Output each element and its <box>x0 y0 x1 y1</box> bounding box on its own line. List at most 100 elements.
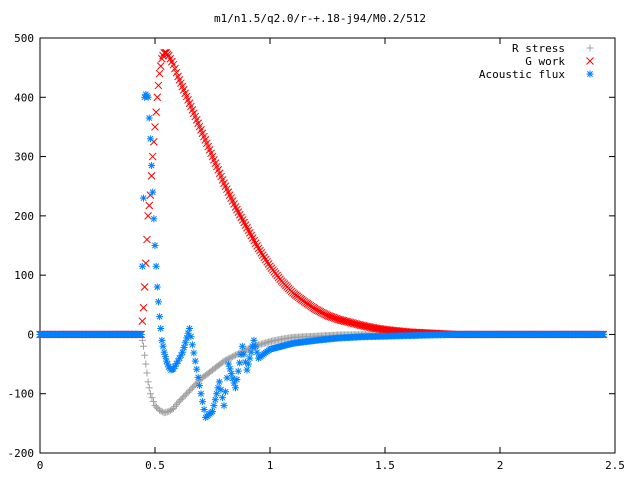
y-axis: -200 -100 0 100 200 300 400 500 <box>8 32 615 460</box>
data-point <box>229 353 237 361</box>
data-point <box>177 396 185 404</box>
data-point <box>184 388 192 396</box>
data-point <box>188 384 196 392</box>
series-acoustic-flux <box>36 90 607 421</box>
data-point <box>227 370 235 378</box>
data-point <box>343 317 352 326</box>
data-point <box>160 348 168 356</box>
data-point <box>193 365 201 373</box>
data-point <box>151 402 159 410</box>
data-point <box>148 161 156 169</box>
data-point <box>353 320 362 329</box>
data-point <box>144 378 152 386</box>
y-tick-label: 500 <box>14 32 34 45</box>
data-point <box>175 397 183 405</box>
data-point <box>139 303 148 312</box>
data-point <box>138 262 146 270</box>
data-point <box>178 394 186 402</box>
x-tick-label: 1.5 <box>375 459 395 472</box>
data-point <box>332 314 340 323</box>
data-point <box>143 369 151 377</box>
data-point <box>191 357 199 365</box>
data-point <box>179 348 187 356</box>
legend-marker-glyph <box>586 44 594 52</box>
legend-entry-acoustic-flux: Acoustic flux <box>479 68 594 81</box>
data-point <box>149 398 157 406</box>
data-point <box>346 318 355 327</box>
data-point <box>186 325 193 332</box>
data-point <box>158 336 166 344</box>
data-point <box>209 408 216 415</box>
data-point <box>213 390 221 398</box>
data-point <box>258 251 267 259</box>
legend-label-r-stress: R stress <box>512 42 565 55</box>
data-point <box>152 262 160 270</box>
data-point <box>350 319 359 328</box>
data-point <box>161 353 169 361</box>
data-point <box>164 360 172 368</box>
data-point <box>600 330 607 338</box>
x-tick-label: 2 <box>497 459 504 472</box>
data-point <box>260 253 269 262</box>
data-point <box>154 298 162 306</box>
legend-label-acoustic-flux: Acoustic flux <box>479 68 565 81</box>
data-point <box>246 354 254 362</box>
data-point <box>140 342 147 350</box>
data-point <box>325 312 333 320</box>
data-point <box>188 341 196 349</box>
legend-entry-r-stress: R stress <box>512 42 594 55</box>
data-point <box>264 260 273 268</box>
data-point <box>226 354 234 362</box>
data-point <box>157 407 165 415</box>
data-point <box>142 360 150 368</box>
data-point <box>168 406 176 414</box>
data-point <box>145 114 153 122</box>
y-tick-label: 200 <box>14 210 34 223</box>
data-point <box>335 315 343 324</box>
data-point <box>200 406 208 414</box>
data-point <box>327 313 336 321</box>
data-point <box>153 403 161 411</box>
data-point <box>190 349 198 357</box>
data-point <box>183 390 191 398</box>
data-point <box>186 387 193 395</box>
data-point <box>329 313 338 322</box>
data-point <box>233 375 241 383</box>
legend-marker-glyph <box>586 57 594 65</box>
data-point <box>218 394 226 402</box>
data-point <box>345 318 353 327</box>
data-point <box>143 235 151 244</box>
data-point <box>251 342 259 350</box>
y-tick-label: 300 <box>14 151 34 164</box>
data-point <box>147 171 156 180</box>
data-point <box>323 311 332 320</box>
data-point <box>148 394 156 402</box>
data-point <box>215 378 223 386</box>
legend-entry-g-work: G work <box>525 55 594 68</box>
data-point <box>187 385 195 393</box>
data-point <box>156 62 165 71</box>
data-point <box>157 325 165 332</box>
y-tick-label: 400 <box>14 91 34 104</box>
data-point <box>156 313 164 321</box>
data-point <box>340 317 349 325</box>
data-point <box>144 93 152 101</box>
data-point <box>156 406 164 414</box>
legend-label-g-work: G work <box>525 55 565 68</box>
data-point <box>339 316 348 325</box>
data-point <box>199 398 207 406</box>
data-point <box>330 314 339 322</box>
data-point <box>153 93 162 102</box>
legend-marker-r-stress <box>586 44 594 52</box>
plot-area-border <box>39 37 616 454</box>
data-point <box>226 365 234 373</box>
data-point <box>220 402 228 410</box>
series-layer <box>36 48 608 421</box>
data-point <box>152 108 161 116</box>
chart-title: m1/n1.5/q2.0/r-+.18-j94/M0.2/512 <box>214 12 426 25</box>
data-point <box>227 353 235 361</box>
x-tick-label: 2.5 <box>605 459 625 472</box>
data-point <box>333 315 342 323</box>
data-point <box>221 356 229 364</box>
data-point <box>141 351 149 359</box>
